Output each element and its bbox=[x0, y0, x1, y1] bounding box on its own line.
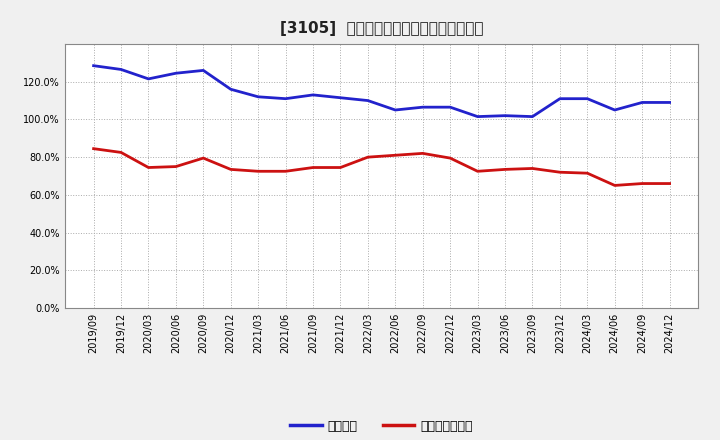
固定比率 bbox=[336, 95, 345, 100]
固定長期適合率 bbox=[556, 169, 564, 175]
固定比率 bbox=[144, 76, 153, 81]
固定長期適合率 bbox=[473, 169, 482, 174]
Legend: 固定比率, 固定長期適合率: 固定比率, 固定長期適合率 bbox=[285, 414, 478, 437]
固定長期適合率 bbox=[583, 171, 592, 176]
固定比率 bbox=[89, 63, 98, 68]
固定比率 bbox=[254, 94, 263, 99]
固定長期適合率 bbox=[391, 153, 400, 158]
固定比率 bbox=[282, 96, 290, 101]
固定長期適合率 bbox=[226, 167, 235, 172]
固定比率 bbox=[418, 105, 427, 110]
固定比率 bbox=[611, 107, 619, 113]
固定比率 bbox=[309, 92, 318, 98]
固定長期適合率 bbox=[500, 167, 509, 172]
固定比率 bbox=[199, 68, 207, 73]
固定長期適合率 bbox=[117, 150, 125, 155]
固定長期適合率 bbox=[611, 183, 619, 188]
固定長期適合率 bbox=[199, 155, 207, 161]
固定長期適合率 bbox=[364, 154, 372, 160]
固定長期適合率 bbox=[309, 165, 318, 170]
Line: 固定長期適合率: 固定長期適合率 bbox=[94, 149, 670, 185]
固定長期適合率 bbox=[282, 169, 290, 174]
固定長期適合率 bbox=[171, 164, 180, 169]
固定長期適合率 bbox=[89, 146, 98, 151]
固定長期適合率 bbox=[336, 165, 345, 170]
固定比率 bbox=[391, 107, 400, 113]
固定比率 bbox=[528, 114, 537, 119]
固定比率 bbox=[171, 70, 180, 76]
Line: 固定比率: 固定比率 bbox=[94, 66, 670, 117]
固定比率 bbox=[500, 113, 509, 118]
固定長期適合率 bbox=[144, 165, 153, 170]
固定長期適合率 bbox=[446, 155, 454, 161]
固定長期適合率 bbox=[418, 151, 427, 156]
固定長期適合率 bbox=[254, 169, 263, 174]
固定比率 bbox=[473, 114, 482, 119]
固定比率 bbox=[638, 100, 647, 105]
固定長期適合率 bbox=[528, 166, 537, 171]
固定比率 bbox=[364, 98, 372, 103]
固定比率 bbox=[446, 105, 454, 110]
固定比率 bbox=[556, 96, 564, 101]
固定比率 bbox=[583, 96, 592, 101]
固定長期適合率 bbox=[665, 181, 674, 186]
固定比率 bbox=[117, 67, 125, 72]
固定長期適合率 bbox=[638, 181, 647, 186]
固定比率 bbox=[226, 87, 235, 92]
Title: [3105]  固定比率、固定長期適合率の推移: [3105] 固定比率、固定長期適合率の推移 bbox=[280, 21, 483, 36]
固定比率 bbox=[665, 100, 674, 105]
